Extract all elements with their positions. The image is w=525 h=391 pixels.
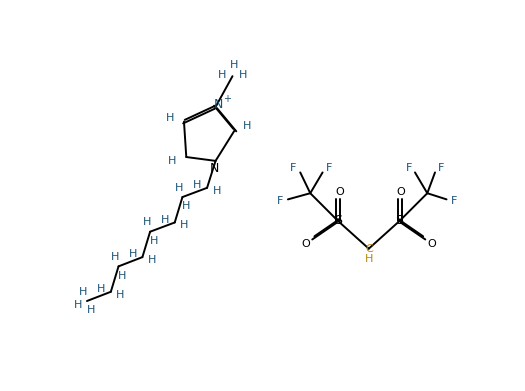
Text: H: H bbox=[243, 121, 251, 131]
Text: H: H bbox=[111, 252, 119, 262]
Text: H: H bbox=[74, 300, 82, 310]
Text: H: H bbox=[213, 186, 221, 196]
Text: H: H bbox=[193, 180, 202, 190]
Text: H: H bbox=[182, 201, 190, 212]
Text: H: H bbox=[161, 215, 170, 224]
Text: F: F bbox=[451, 196, 457, 206]
Text: H: H bbox=[129, 249, 137, 259]
Text: S: S bbox=[395, 214, 404, 228]
Text: O: O bbox=[335, 187, 344, 197]
Text: H: H bbox=[87, 305, 94, 316]
Text: C: C bbox=[365, 244, 373, 254]
Text: N: N bbox=[209, 162, 219, 175]
Text: H: H bbox=[175, 183, 183, 193]
Text: H: H bbox=[79, 287, 88, 297]
Text: F: F bbox=[406, 163, 412, 173]
Text: O: O bbox=[427, 239, 436, 249]
Text: H: H bbox=[118, 271, 127, 281]
Text: O: O bbox=[301, 239, 310, 249]
Text: H: H bbox=[168, 156, 176, 166]
Text: +: + bbox=[223, 93, 231, 104]
Text: H: H bbox=[142, 217, 151, 227]
Text: F: F bbox=[277, 196, 284, 206]
Text: H: H bbox=[217, 70, 226, 80]
Text: F: F bbox=[438, 163, 444, 173]
Text: H: H bbox=[364, 255, 373, 264]
Text: O: O bbox=[397, 187, 405, 197]
Text: N: N bbox=[214, 98, 223, 111]
Text: F: F bbox=[290, 163, 297, 173]
Text: H: H bbox=[116, 290, 124, 300]
Text: S: S bbox=[334, 214, 342, 228]
Text: H: H bbox=[148, 255, 156, 265]
Text: F: F bbox=[326, 163, 332, 173]
Text: H: H bbox=[166, 113, 174, 123]
Text: H: H bbox=[97, 284, 106, 294]
Text: H: H bbox=[239, 70, 247, 80]
Text: H: H bbox=[180, 221, 188, 230]
Text: H: H bbox=[150, 236, 158, 246]
Text: H: H bbox=[230, 60, 238, 70]
